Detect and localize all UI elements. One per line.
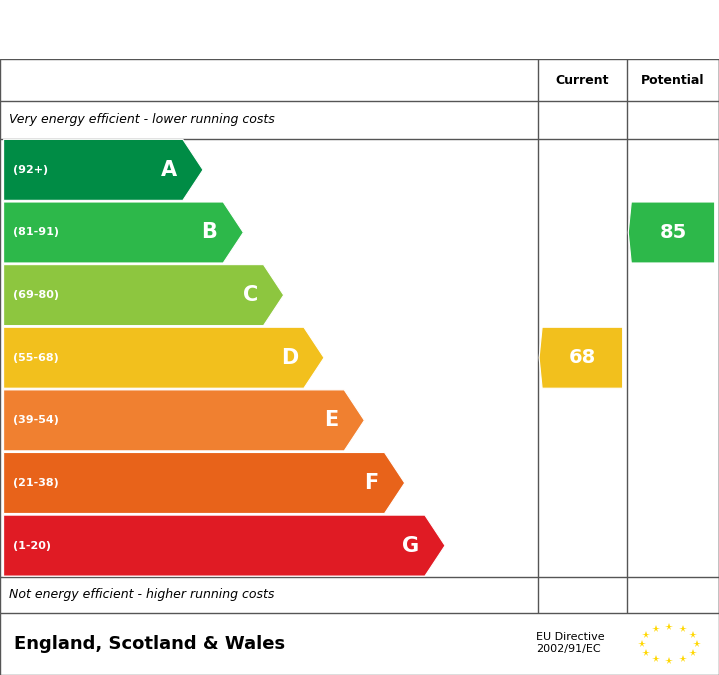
- Text: (39-54): (39-54): [13, 415, 59, 425]
- Polygon shape: [4, 327, 324, 388]
- Polygon shape: [4, 452, 405, 514]
- Text: C: C: [242, 285, 258, 305]
- Text: (55-68): (55-68): [13, 353, 59, 362]
- Text: D: D: [281, 348, 298, 368]
- Text: 68: 68: [569, 348, 596, 367]
- Text: A: A: [161, 160, 177, 180]
- Polygon shape: [539, 327, 623, 388]
- Text: (21-38): (21-38): [13, 478, 59, 488]
- Polygon shape: [4, 265, 284, 325]
- Text: (69-80): (69-80): [13, 290, 59, 300]
- Polygon shape: [628, 202, 715, 263]
- Text: England, Scotland & Wales: England, Scotland & Wales: [14, 635, 285, 653]
- Text: Energy Efficiency Rating: Energy Efficiency Rating: [18, 17, 420, 45]
- Text: (81-91): (81-91): [13, 227, 59, 238]
- Text: Very energy efficient - lower running costs: Very energy efficient - lower running co…: [9, 113, 275, 126]
- Text: Potential: Potential: [641, 74, 705, 86]
- Text: G: G: [402, 535, 419, 556]
- Text: (92+): (92+): [13, 165, 48, 175]
- Text: (1-20): (1-20): [13, 541, 51, 551]
- Polygon shape: [4, 390, 365, 451]
- Text: EU Directive
2002/91/EC: EU Directive 2002/91/EC: [536, 632, 604, 653]
- Text: B: B: [201, 223, 217, 242]
- Text: F: F: [365, 473, 379, 493]
- Text: Not energy efficient - higher running costs: Not energy efficient - higher running co…: [9, 589, 274, 601]
- Text: E: E: [324, 410, 339, 431]
- Polygon shape: [4, 202, 243, 263]
- Text: Current: Current: [556, 74, 609, 86]
- Polygon shape: [4, 139, 203, 200]
- Polygon shape: [4, 515, 445, 576]
- Text: 85: 85: [659, 223, 687, 242]
